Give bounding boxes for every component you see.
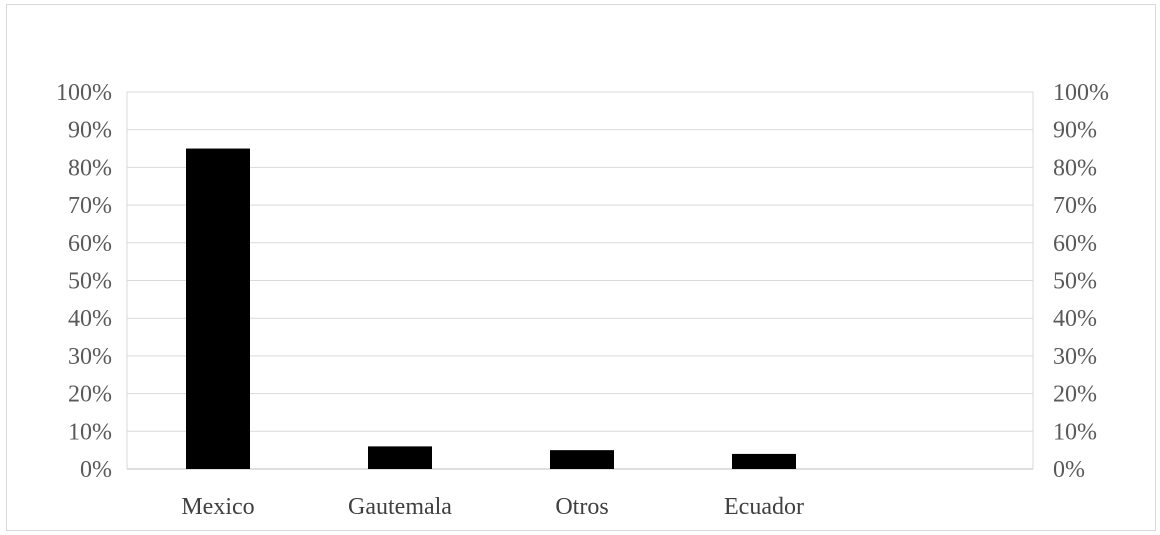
- bar-gautemala: [368, 446, 432, 469]
- category-labels: Mexico Gautemala Otros Ecuador: [181, 494, 804, 520]
- y-tick-label-right: 70%: [1053, 193, 1097, 219]
- y-tick-label-left: 40%: [68, 306, 112, 332]
- bar-ecuador: [732, 453, 796, 469]
- bars: [186, 148, 796, 470]
- gridlines: [126, 91, 1034, 470]
- y-tick-label-right: 50%: [1053, 269, 1097, 295]
- y-tick-label-right: 10%: [1053, 419, 1097, 445]
- y-tick-label-left: 60%: [68, 231, 112, 257]
- y-tick-label-right: 20%: [1053, 382, 1097, 408]
- y-tick-label-right: 30%: [1053, 344, 1097, 370]
- y-tick-label-left: 50%: [68, 269, 112, 295]
- left-axis-ticks: 0% 10% 20% 30% 40% 50% 60% 70% 80% 90% 100%: [56, 80, 112, 483]
- y-tick-label-left: 80%: [68, 155, 112, 181]
- bar-mexico: [186, 148, 250, 470]
- y-tick-label-right: 0%: [1053, 457, 1085, 483]
- x-category-label: Mexico: [181, 494, 254, 520]
- x-category-label: Otros: [555, 494, 608, 520]
- y-tick-label-left: 20%: [68, 382, 112, 408]
- y-tick-label-left: 90%: [68, 118, 112, 144]
- bar-otros: [550, 450, 614, 469]
- y-tick-label-right: 80%: [1053, 155, 1097, 181]
- x-category-label: Ecuador: [724, 494, 804, 520]
- y-tick-label-left: 70%: [68, 193, 112, 219]
- x-category-label: Gautemala: [348, 494, 452, 520]
- y-tick-label-left: 100%: [56, 80, 112, 106]
- y-tick-label-right: 60%: [1053, 231, 1097, 257]
- y-tick-label-right: 100%: [1053, 80, 1109, 106]
- y-tick-label-right: 90%: [1053, 118, 1097, 144]
- y-tick-label-left: 10%: [68, 419, 112, 445]
- right-axis-ticks: 0% 10% 20% 30% 40% 50% 60% 70% 80% 90% 100%: [1053, 80, 1109, 483]
- y-tick-label-left: 0%: [80, 457, 112, 483]
- y-tick-label-right: 40%: [1053, 306, 1097, 332]
- y-tick-label-left: 30%: [68, 344, 112, 370]
